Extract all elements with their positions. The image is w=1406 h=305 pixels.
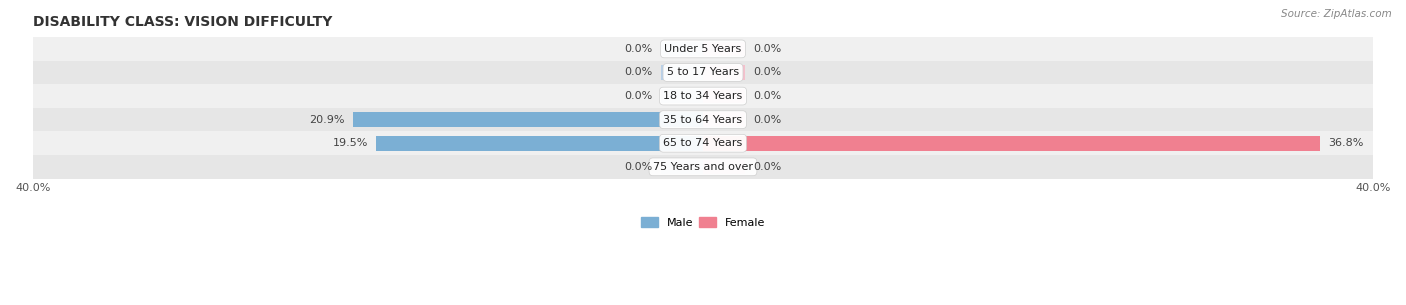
- Legend: Male, Female: Male, Female: [637, 213, 769, 232]
- Bar: [661, 89, 703, 103]
- Bar: [661, 65, 703, 80]
- Bar: [377, 136, 703, 151]
- Text: Source: ZipAtlas.com: Source: ZipAtlas.com: [1281, 9, 1392, 19]
- Text: DISABILITY CLASS: VISION DIFFICULTY: DISABILITY CLASS: VISION DIFFICULTY: [32, 15, 332, 29]
- Text: 36.8%: 36.8%: [1329, 138, 1364, 148]
- Text: 65 to 74 Years: 65 to 74 Years: [664, 138, 742, 148]
- Text: Under 5 Years: Under 5 Years: [665, 44, 741, 54]
- Text: 0.0%: 0.0%: [754, 91, 782, 101]
- Text: 20.9%: 20.9%: [309, 115, 344, 125]
- Bar: [661, 41, 703, 56]
- Text: 0.0%: 0.0%: [624, 162, 652, 172]
- Text: 5 to 17 Years: 5 to 17 Years: [666, 67, 740, 77]
- Bar: [703, 112, 745, 127]
- Text: 0.0%: 0.0%: [754, 162, 782, 172]
- Text: 0.0%: 0.0%: [624, 91, 652, 101]
- Text: 18 to 34 Years: 18 to 34 Years: [664, 91, 742, 101]
- Bar: [32, 108, 1374, 131]
- Text: 35 to 64 Years: 35 to 64 Years: [664, 115, 742, 125]
- Bar: [703, 136, 1320, 151]
- Bar: [703, 65, 745, 80]
- Bar: [661, 160, 703, 174]
- Text: 0.0%: 0.0%: [754, 67, 782, 77]
- Bar: [32, 131, 1374, 155]
- Text: 0.0%: 0.0%: [754, 44, 782, 54]
- Bar: [32, 61, 1374, 84]
- Bar: [703, 41, 745, 56]
- Text: 0.0%: 0.0%: [624, 44, 652, 54]
- Bar: [32, 37, 1374, 61]
- Bar: [353, 112, 703, 127]
- Text: 0.0%: 0.0%: [754, 115, 782, 125]
- Text: 19.5%: 19.5%: [332, 138, 368, 148]
- Text: 75 Years and over: 75 Years and over: [652, 162, 754, 172]
- Text: 0.0%: 0.0%: [624, 67, 652, 77]
- Bar: [703, 89, 745, 103]
- Bar: [32, 155, 1374, 179]
- Bar: [32, 84, 1374, 108]
- Bar: [703, 160, 745, 174]
